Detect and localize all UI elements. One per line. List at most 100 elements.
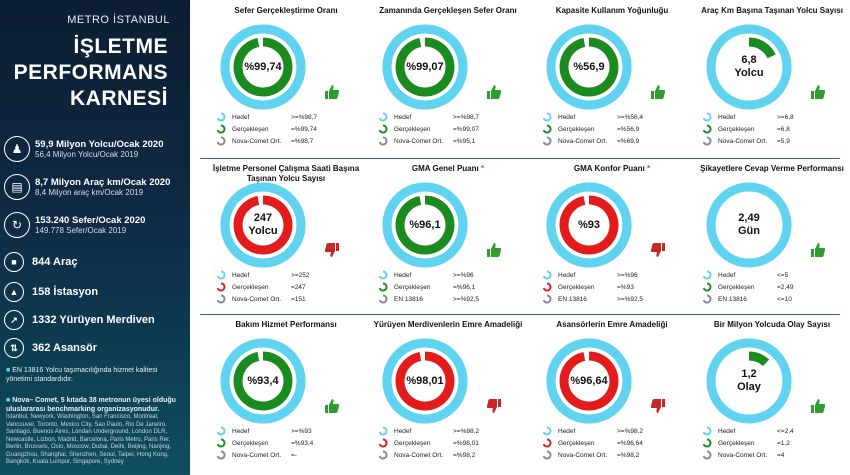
- legend-ring-icon: [702, 426, 712, 436]
- kpi-legend: Hedef <=5 Gerçekleşen =2,49 EN 13816 <=10: [702, 269, 822, 305]
- legend-ring-icon: [378, 282, 388, 292]
- count-label: 158 İstasyon: [32, 286, 99, 298]
- kpi-value-line: Gün: [738, 225, 760, 237]
- kpi-title: Asansörlerin Emre Amadeliği: [532, 320, 692, 330]
- legend-label: Hedef: [232, 271, 250, 279]
- asterisk-icon: *: [478, 164, 485, 173]
- legend-label: Nova-Comet Ort.: [558, 137, 608, 145]
- kpi-value-line: %98,01: [406, 374, 444, 387]
- kpi-title-text: Asansörlerin Emre Amadeliği: [556, 320, 668, 329]
- legend-value: =%96,1: [453, 283, 476, 291]
- kpi-value-line: 6,8: [741, 54, 757, 66]
- kpi-title: Bir Milyon Yolcuda Olay Sayısı: [692, 320, 850, 330]
- kpi-title-text: Kapasite Kullanım Yoğunluğu: [555, 6, 669, 15]
- donut-progress: [748, 24, 788, 53]
- donut-status-ring: [233, 351, 293, 411]
- donut-progress: [546, 182, 632, 268]
- kpi-panel: Kapasite Kullanım Yoğunluğu %56,9 Hedef >=%…: [532, 0, 692, 155]
- legend-ring-icon: [542, 426, 552, 436]
- stat-vehicle-km: ▤ 8,7 Milyon Araç km/Ocak 2020 8,4 Milyon…: [4, 174, 170, 200]
- sidebar: METRO İSTANBUL İŞLETME PERFORMANS KARNES…: [0, 0, 190, 475]
- legend-value: >=%56,4: [617, 113, 644, 121]
- kpi-value: 6,8 Yolcu: [706, 24, 792, 110]
- legend-label: Hedef: [558, 427, 576, 435]
- legend-value: >=6,8: [777, 113, 794, 121]
- kpi-donut: 2,49 Gün: [706, 182, 792, 268]
- row-separator: [200, 158, 840, 159]
- donut-gap: [718, 194, 780, 256]
- route-icon: ↻: [4, 212, 30, 238]
- count-label: 1332 Yürüyen Merdiven: [32, 314, 155, 326]
- thumbs-up-icon: [810, 242, 826, 258]
- donut-gap: [718, 350, 780, 412]
- legend-label: Gerçekleşen: [558, 439, 595, 447]
- kpi-panel: Zamanında Gerçekleşen Sefer Oranı %99,07 H…: [368, 0, 528, 155]
- legend-value: >=%92,5: [617, 295, 644, 303]
- kpi-value: %93: [546, 182, 632, 268]
- kpi-title: Şikayetlere Cevap Verme Performansı: [692, 164, 850, 174]
- kpi-legend: Hedef >=%98,7 Gerçekleşen =%99,07 Nova-Comet…: [378, 111, 498, 147]
- legend-value: =%95,1: [453, 137, 476, 145]
- legend-row: Gerçekleşen =%96,64: [542, 437, 662, 449]
- donut-gap: [558, 36, 620, 98]
- legend-value: >=%96: [617, 271, 638, 279]
- legend-label: Hedef: [558, 271, 576, 279]
- kpi-value: %98,01: [382, 338, 468, 424]
- kpi-value: %93,4: [220, 338, 306, 424]
- legend-row: Nova-Comet Ort. =5,9: [702, 135, 822, 147]
- kpi-value-line: %99,07: [406, 60, 444, 73]
- legend-ring-icon: [542, 450, 552, 460]
- kpi-title-text: Şikayetlere Cevap Verme Performansı: [700, 164, 844, 173]
- kpi-legend: Hedef >=%98,2 Gerçekleşen =%96,64 Nova-Comet…: [542, 425, 662, 461]
- donut-svg: [546, 182, 632, 268]
- legend-label: Hedef: [232, 427, 250, 435]
- thumbs-up-icon: [810, 398, 826, 414]
- legend-label: Nova-Comet Ort.: [232, 451, 282, 459]
- count-vehicles: ■ 844 Araç: [4, 252, 77, 272]
- legend-ring-icon: [216, 438, 226, 448]
- stat-sub: 56,4 Milyon Yolcu/Ocak 2019: [35, 150, 139, 159]
- donut-gap: [232, 194, 294, 256]
- legend-ring-icon: [216, 270, 226, 280]
- kpi-legend: Hedef >=%98,2 Gerçekleşen =%98,01 Nova-Comet…: [378, 425, 498, 461]
- legend-label: Hedef: [718, 113, 736, 121]
- kpi-panel: Bakım Hizmet Performansı %93,4 Hedef >=%93 G…: [206, 314, 366, 469]
- kpi-value-line: %96,64: [570, 374, 608, 387]
- title-line: İŞLETME: [73, 35, 168, 58]
- kpi-title: Bakım Hizmet Performansı: [206, 320, 366, 330]
- kpi-donut: %56,9: [546, 24, 632, 110]
- legend-label: Hedef: [718, 271, 736, 279]
- thumbs-down-icon: [486, 398, 502, 414]
- legend-ring-icon: [216, 282, 226, 292]
- escalator-icon: ↗: [4, 310, 24, 330]
- kpi-value-line: %99,74: [244, 60, 282, 73]
- legend-row: Nova-Comet Ort. =%98,2: [542, 449, 662, 461]
- legend-value: =%96,64: [617, 439, 643, 447]
- legend-ring-icon: [702, 438, 712, 448]
- count-stations: ▲ 158 İstasyon: [4, 282, 98, 302]
- legend-row: EN 13816 >=%92,5: [542, 293, 662, 305]
- legend-ring-icon: [702, 294, 712, 304]
- kpi-legend: Hedef >=%98,7 Gerçekleşen =%99,74 Nova-Comet…: [216, 111, 336, 147]
- legend-row: Nova-Comet Ort. =151: [216, 293, 336, 305]
- kpi-donut: 6,8 Yolcu: [706, 24, 792, 110]
- legend-label: Gerçekleşen: [718, 283, 755, 291]
- donut-status-ring: [748, 37, 776, 59]
- kpi-panel: Asansörlerin Emre Amadeliği %96,64 Hedef >=…: [532, 314, 692, 469]
- kpi-donut: 247 Yolcu: [220, 182, 306, 268]
- kpi-title: Kapasite Kullanım Yoğunluğu: [532, 6, 692, 16]
- legend-ring-icon: [542, 136, 552, 146]
- kpi-value-line: Olay: [737, 381, 761, 393]
- kpi-donut: %96,64: [546, 338, 632, 424]
- legend-ring-icon: [702, 270, 712, 280]
- legend-label: Gerçekleşen: [558, 125, 595, 133]
- donut-progress: [382, 182, 468, 268]
- legend-value: =%98,01: [453, 439, 479, 447]
- kpi-legend: Hedef <=2,4 Gerçekleşen =1,2 Nova-Comet Ort.…: [702, 425, 822, 461]
- note-text: EN 13816 Yolcu taşımacılığında hizmet ka…: [6, 367, 158, 383]
- donut-gap: [394, 194, 456, 256]
- legend-label: Nova-Comet Ort.: [394, 137, 444, 145]
- donut-gap: [394, 36, 456, 98]
- legend-row: Hedef >=%56,4: [542, 111, 662, 123]
- passengers-icon: ♟: [4, 136, 30, 162]
